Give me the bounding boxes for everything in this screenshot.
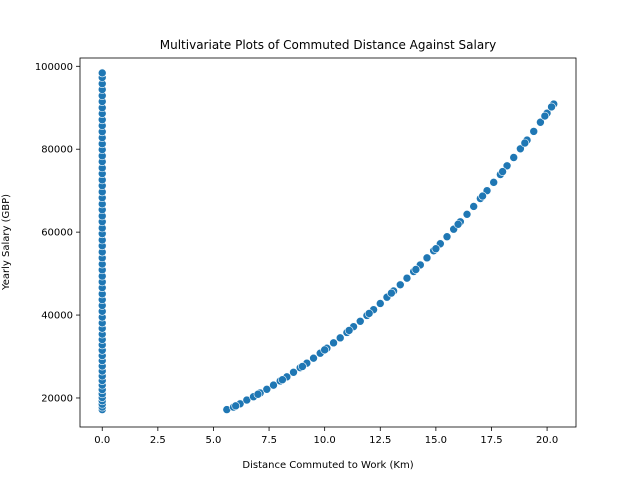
data-point	[231, 401, 240, 411]
data-point	[536, 117, 545, 127]
x-tick-label: 2.5	[150, 435, 166, 446]
data-point	[269, 380, 278, 390]
data-point	[402, 273, 412, 283]
x-tick-label: 0.0	[94, 435, 110, 446]
x-axis-label: Distance Commuted to Work (Km)	[242, 460, 413, 471]
x-tick-label: 5.0	[205, 435, 221, 446]
data-point	[453, 219, 463, 229]
x-tick-label: 12.5	[369, 435, 391, 446]
y-tick-label: 40000	[41, 311, 73, 322]
data-point	[509, 153, 519, 162]
data-point	[422, 253, 432, 263]
data-point	[516, 144, 525, 154]
data-point	[355, 316, 365, 326]
x-axis-ticks: 0.0 2.5 5.0 7.5 10.0 12.5 15.0 17.5 20.0	[94, 427, 558, 446]
data-point	[309, 353, 318, 363]
data-point	[489, 178, 499, 187]
data-point	[262, 384, 272, 394]
data-point	[335, 333, 345, 343]
chart-title: Multivariate Plots of Commuted Distance …	[160, 38, 496, 52]
data-point	[289, 367, 298, 377]
data-point	[253, 389, 263, 399]
data-point	[431, 244, 441, 254]
y-tick-label: 20000	[41, 393, 73, 404]
y-tick-label: 80000	[41, 145, 73, 156]
data-point	[520, 138, 530, 148]
data-point	[387, 288, 396, 298]
data-point	[344, 326, 354, 335]
data-point	[395, 280, 405, 290]
data-point	[320, 345, 329, 355]
data-point	[478, 191, 487, 201]
data-point	[462, 210, 472, 219]
data-point	[364, 309, 374, 318]
data-point	[375, 299, 385, 308]
data-point	[411, 265, 421, 274]
data-point	[97, 68, 107, 78]
data-point	[498, 167, 507, 176]
x-tick-label: 20.0	[536, 435, 558, 446]
data-points	[97, 68, 559, 414]
data-point	[502, 161, 512, 171]
plot-frame	[79, 57, 577, 428]
x-tick-label: 17.5	[480, 435, 502, 446]
data-point	[442, 232, 452, 241]
data-point	[469, 202, 478, 211]
data-point	[278, 375, 287, 385]
data-point	[540, 111, 550, 121]
x-tick-label: 7.5	[261, 435, 277, 446]
y-axis-label: Yearly Salary (GBP)	[1, 194, 12, 291]
y-tick-label: 60000	[41, 228, 73, 239]
y-tick-label: 100000	[35, 62, 73, 73]
data-point	[298, 362, 307, 371]
y-axis-ticks: 20000 40000 60000 80000 100000	[35, 62, 80, 404]
data-point	[529, 127, 539, 136]
data-point	[329, 338, 338, 348]
x-tick-label: 15.0	[425, 435, 447, 446]
data-point	[547, 102, 556, 112]
x-tick-label: 10.0	[314, 435, 336, 446]
